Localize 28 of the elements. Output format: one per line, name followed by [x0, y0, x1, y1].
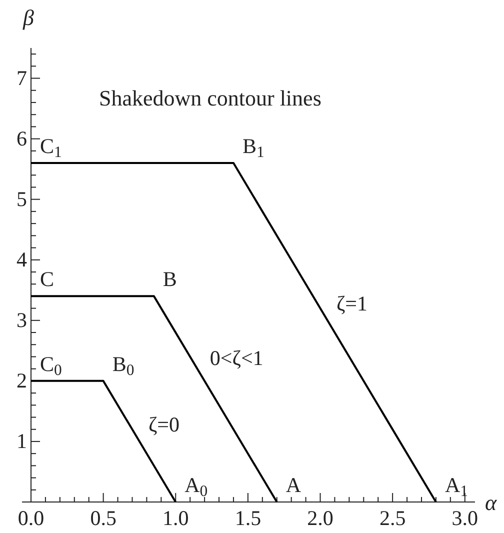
annotation: 0<ζ<1 [210, 346, 264, 370]
x-tick-label: 2.0 [307, 506, 334, 530]
y-tick-label: 3 [16, 308, 27, 332]
y-tick-label: 5 [16, 187, 27, 212]
y-tick-label: 4 [16, 248, 28, 272]
x-tick-label: 0.0 [18, 506, 44, 530]
x-axis-title: α [485, 490, 497, 515]
annotation: A$_{0}$ [184, 473, 208, 500]
annotation: ζ=1 [336, 291, 368, 316]
x-tick-label: 1.0 [162, 506, 189, 530]
x-tick-label: 2.5 [379, 506, 406, 530]
x-tick-label: 0.5 [90, 506, 116, 530]
annotation: C [40, 267, 54, 292]
x-tick-label: 1.5 [234, 506, 262, 530]
y-axis-title: β [22, 5, 34, 30]
annotation: C$_{1}$ [40, 134, 62, 162]
y-tick-label: 7 [16, 66, 27, 90]
annotation: B [162, 267, 177, 292]
y-tick-label: 1 [16, 429, 27, 454]
annotation: B$_{0}$ [112, 352, 134, 379]
y-tick-label: 6 [16, 126, 27, 151]
x-tick-label: 3.0 [452, 506, 478, 530]
annotation: A [286, 473, 302, 497]
y-tick-label: 2 [16, 368, 27, 393]
text: Shakedown contour lines [98, 86, 322, 111]
annotation: ζ=0 [148, 412, 180, 436]
annotation: C$_{0}$ [40, 352, 62, 379]
annotation: B$_{1}$ [242, 134, 264, 162]
